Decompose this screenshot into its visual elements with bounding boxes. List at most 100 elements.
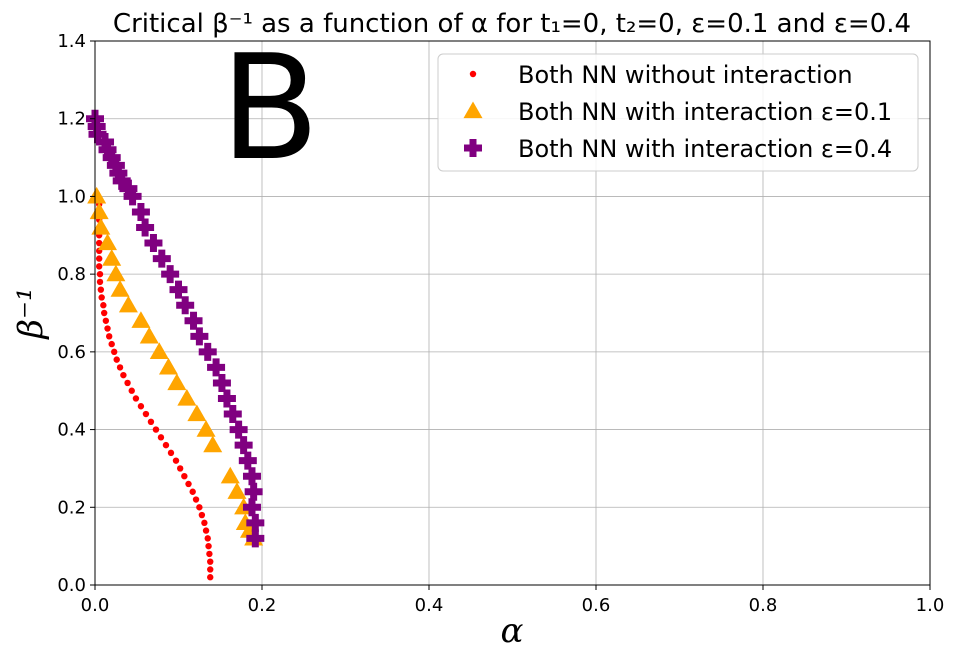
legend-label: Both NN with interaction ε=0.4 xyxy=(518,135,892,163)
y-tick-label: 0.0 xyxy=(57,575,86,596)
data-point xyxy=(220,466,240,484)
data-point xyxy=(113,356,120,363)
y-tick-label: 0.8 xyxy=(57,264,86,285)
x-axis-label: α xyxy=(501,611,524,651)
data-point xyxy=(123,187,142,206)
series-1 xyxy=(95,197,214,581)
data-point xyxy=(212,373,231,392)
data-point xyxy=(132,395,140,402)
legend-marker xyxy=(463,101,483,119)
x-tick-label: 1.0 xyxy=(916,595,945,616)
data-point xyxy=(91,218,111,235)
chart-title: Critical β⁻¹ as a function of α for t₁=0… xyxy=(113,9,911,39)
data-point xyxy=(139,326,159,344)
legend-marker xyxy=(464,139,482,157)
data-point xyxy=(207,558,214,565)
data-point xyxy=(176,296,195,315)
data-point xyxy=(242,498,261,517)
x-tick-label: 0.0 xyxy=(81,595,110,616)
data-point xyxy=(131,202,150,221)
data-point xyxy=(244,482,263,501)
data-point xyxy=(124,379,131,387)
data-point xyxy=(89,202,109,220)
data-point xyxy=(102,249,122,266)
data-point xyxy=(128,387,135,394)
data-point xyxy=(136,218,155,237)
data-point xyxy=(137,403,145,410)
data-point xyxy=(152,249,171,268)
y-axis-label: β⁻¹ xyxy=(11,287,51,340)
data-point xyxy=(167,449,175,457)
data-point xyxy=(111,348,118,356)
x-tick-label: 0.6 xyxy=(582,595,611,616)
data-point xyxy=(185,480,192,488)
data-point xyxy=(246,513,265,532)
legend-entry-1: Both NN without interaction xyxy=(469,61,853,89)
data-point xyxy=(238,451,257,470)
data-point xyxy=(147,418,155,425)
y-axis-ticks: 0.0 0.2 0.4 0.6 0.8 1.0 1.2 1.4 xyxy=(57,31,95,596)
data-point xyxy=(181,473,188,480)
legend-entry-2: Both NN with interaction ε=0.1 xyxy=(463,98,892,126)
data-point xyxy=(198,342,217,361)
legend-box xyxy=(437,53,919,172)
data-point xyxy=(102,148,121,167)
data-point xyxy=(97,286,105,293)
y-tick-label: 0.2 xyxy=(57,497,86,518)
data-point xyxy=(87,186,107,204)
legend-marker xyxy=(469,70,477,78)
data-point xyxy=(207,358,226,377)
data-point xyxy=(105,333,113,340)
data-point xyxy=(96,278,104,286)
data-point xyxy=(223,405,242,424)
data-point xyxy=(120,371,127,379)
data-point xyxy=(88,125,107,144)
data-point xyxy=(95,239,103,247)
data-point xyxy=(161,265,180,284)
data-point xyxy=(100,309,108,317)
data-point xyxy=(172,457,180,464)
plot-frame xyxy=(94,40,931,586)
data-point xyxy=(108,340,115,348)
data-point xyxy=(131,311,151,328)
data-point xyxy=(192,496,200,503)
data-point xyxy=(96,270,104,278)
data-point xyxy=(176,465,184,472)
data-point xyxy=(205,542,212,550)
data-point xyxy=(98,140,117,159)
data-point xyxy=(162,441,170,449)
y-tick-label: 0.4 xyxy=(57,420,86,441)
data-point xyxy=(189,488,196,495)
data-point xyxy=(169,280,188,299)
data-point xyxy=(100,302,107,309)
data-point xyxy=(119,179,138,198)
data-point xyxy=(217,389,236,408)
y-tick-label: 1.4 xyxy=(57,31,86,52)
data-point xyxy=(167,373,187,391)
data-point xyxy=(158,357,178,375)
data-point xyxy=(98,294,105,301)
x-tick-label: 0.2 xyxy=(248,595,277,616)
data-point xyxy=(246,529,265,548)
data-point xyxy=(116,364,124,371)
y-tick-label: 1.0 xyxy=(57,186,86,207)
x-axis-ticks: 0.0 0.2 0.4 0.6 0.8 1.0 xyxy=(81,585,945,616)
legend-label: Both NN without interaction xyxy=(518,61,853,89)
legend: Both NN without interaction Both NN with … xyxy=(437,53,919,172)
data-point xyxy=(234,436,253,455)
data-point xyxy=(203,435,223,453)
data-point xyxy=(190,327,209,346)
y-tick-label: 1.2 xyxy=(57,109,86,130)
data-point xyxy=(187,404,207,422)
data-point xyxy=(227,482,247,499)
data-point xyxy=(204,535,211,542)
data-point xyxy=(196,420,216,437)
x-tick-label: 0.4 xyxy=(415,595,444,616)
data-point xyxy=(95,263,103,270)
data-point xyxy=(98,233,118,251)
data-point xyxy=(206,550,213,558)
data-point xyxy=(152,426,160,433)
data-point xyxy=(112,171,131,190)
data-point xyxy=(149,342,169,359)
